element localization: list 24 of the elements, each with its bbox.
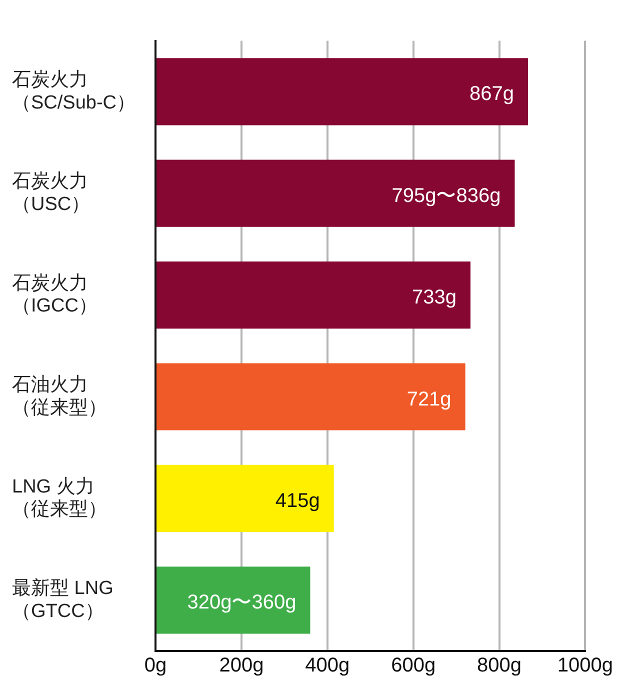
y-tick-label: 石油火力（従来型） xyxy=(12,374,107,418)
y-tick-label: 石炭火力（SC/Sub-C） xyxy=(12,69,136,114)
bar xyxy=(156,58,528,126)
x-tick-label: 800g xyxy=(477,654,522,677)
bar xyxy=(156,566,310,634)
x-tick-label: 0g xyxy=(144,654,167,677)
data-label: 415g xyxy=(275,490,320,512)
x-tick-label: 1000g xyxy=(557,654,614,677)
y-tick-label: 最新型 LNG（GTCC） xyxy=(12,576,114,622)
x-tick-label: 600g xyxy=(391,654,436,677)
bar xyxy=(156,160,515,227)
bar xyxy=(156,363,466,430)
data-label: 733g xyxy=(412,286,456,309)
bar xyxy=(156,464,334,532)
data-label: 795g〜836g xyxy=(392,184,501,207)
y-tick-label: LNG 火力（従来型） xyxy=(12,476,107,520)
data-label: 867g xyxy=(470,83,514,106)
x-tick-label: 400g xyxy=(305,654,350,677)
data-label: 721g xyxy=(406,388,452,410)
y-tick-label: 石炭火力（IGCC） xyxy=(12,272,98,317)
y-tick-label: 石炭火力（USC） xyxy=(12,171,90,215)
bar xyxy=(156,261,470,329)
data-label: 320g〜360g xyxy=(187,592,296,614)
x-tick-label: 200g xyxy=(219,654,264,677)
